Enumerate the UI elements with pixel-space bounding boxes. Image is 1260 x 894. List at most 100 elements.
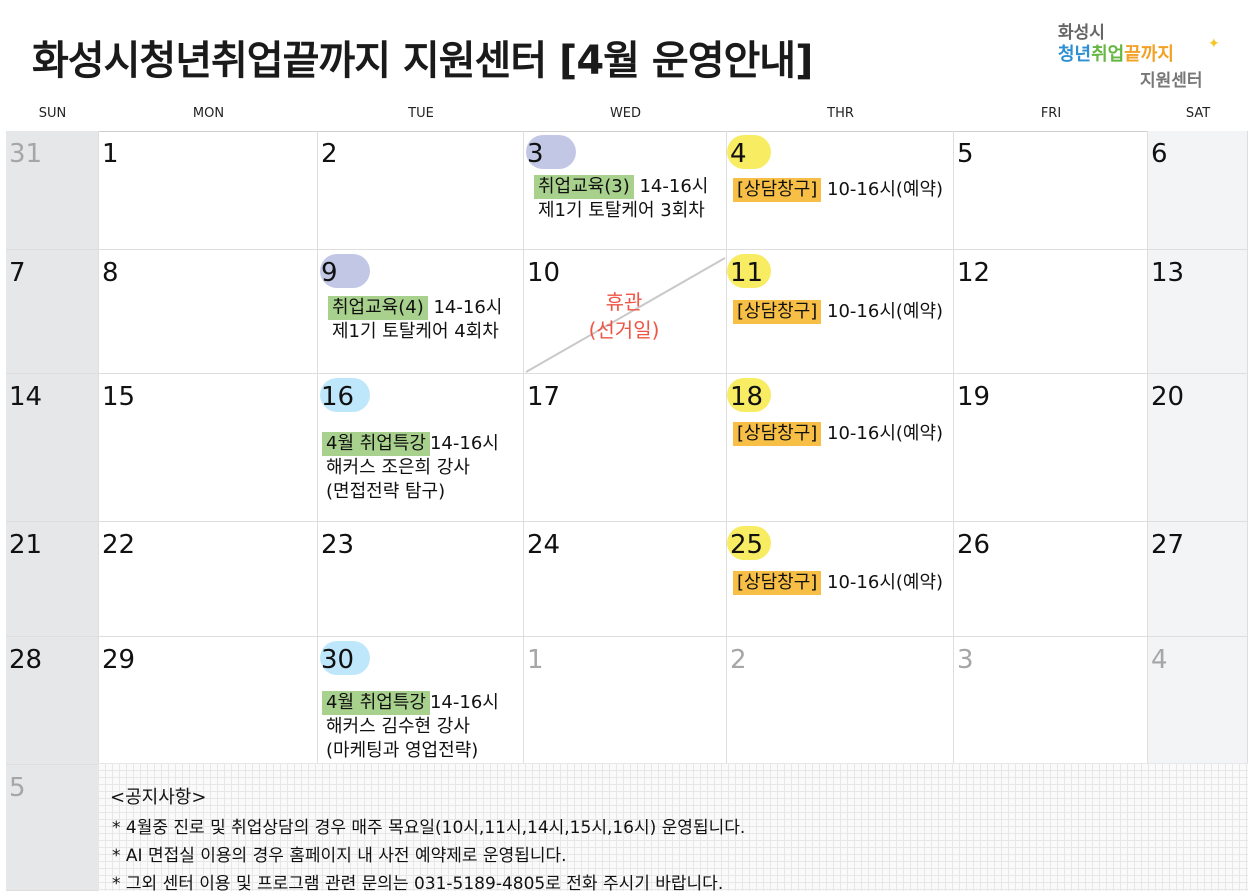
closed-reason: (선거일) (588, 318, 660, 342)
day-cell[interactable]: 20 (1148, 374, 1248, 522)
day-cell[interactable]: 9 취업교육(4) 14-16시 제1기 토탈케어 4회차 (318, 250, 524, 374)
notice-title: <공지사항> (110, 787, 207, 808)
weekday-sat: SAT (1185, 106, 1211, 121)
day-cell[interactable]: 17 (524, 374, 727, 522)
logo-line-3: 지원센터 (1140, 71, 1203, 91)
day-cell[interactable]: 1 (524, 637, 727, 765)
day-number: 11 (730, 258, 764, 288)
day-cell[interactable]: 27 (1148, 522, 1248, 637)
event-special-lecture[interactable]: 4월 취업특강 14-16시 (322, 691, 499, 715)
weekday-thr: THR (827, 106, 854, 121)
event-detail: (면접전략 탐구) (326, 481, 446, 502)
day-cell[interactable]: 4 (1148, 637, 1248, 765)
day-cell[interactable]: 3 취업교육(3) 14-16시 제1기 토탈케어 3회차 (524, 131, 727, 250)
logo-word-1: 청년 (1058, 44, 1092, 65)
day-highlight (727, 254, 771, 288)
day-cell[interactable]: 12 (954, 250, 1148, 374)
notice-line: * 그외 센터 이용 및 프로그램 관련 문의는 031-5189-4805로 … (112, 874, 724, 894)
event-consulting[interactable]: [상담창구] 10-16시(예약) (733, 178, 943, 202)
event-education[interactable]: 취업교육(4) 14-16시 (328, 296, 502, 320)
day-cell[interactable]: 28 (6, 637, 99, 765)
notice-box: <공지사항> * 4월중 진로 및 취업상담의 경우 매주 목요일(10시,11… (98, 763, 1248, 894)
day-cell[interactable]: 10 (524, 250, 727, 374)
day-cell[interactable]: 15 (99, 374, 318, 522)
day-cell[interactable]: 21 (6, 522, 99, 637)
day-number: 5 (957, 139, 974, 169)
day-cell[interactable]: 2 (727, 637, 954, 765)
day-cell[interactable]: 7 (6, 250, 99, 374)
day-number: 22 (102, 530, 136, 560)
event-consulting[interactable]: [상담창구] 10-16시(예약) (733, 571, 943, 595)
event-time: 10-16시(예약) (827, 572, 944, 593)
day-number: 3 (957, 645, 974, 675)
day-number: 1 (527, 645, 544, 675)
day-cell[interactable]: 30 4월 취업특강 14-16시 해커스 김수현 강사 (마케팅과 영업전략) (318, 637, 524, 765)
day-cell[interactable]: 5 (6, 765, 99, 891)
event-detail: 제1기 토탈케어 4회차 (332, 321, 499, 342)
event-time: 14-16시 (429, 433, 499, 454)
day-cell[interactable]: 6 (1148, 131, 1248, 250)
calendar-grid: 31 1 2 3 취업교육(3) 14-16시 제1기 토탈케어 3회차 4 [… (6, 131, 1248, 894)
day-highlight (320, 378, 370, 412)
day-number: 5 (9, 773, 26, 803)
center-logo: 화성시 청년취업끝까지 ✦ 지원센터 (1058, 18, 1220, 91)
event-tag: [상담창구] (733, 571, 822, 595)
day-number: 21 (9, 530, 43, 560)
day-number: 10 (527, 258, 561, 288)
day-number: 27 (1151, 530, 1185, 560)
day-cell[interactable]: 5 (954, 131, 1148, 250)
day-number: 13 (1151, 258, 1185, 288)
notice-line: * AI 면접실 이용의 경우 홈페이지 내 사전 예약제로 운영됩니다. (112, 846, 567, 866)
event-detail: 해커스 김수현 강사 (326, 716, 470, 737)
event-consulting[interactable]: [상담창구] 10-16시(예약) (733, 300, 943, 324)
day-number: 12 (957, 258, 991, 288)
day-number: 23 (321, 530, 355, 560)
day-number: 1 (102, 139, 119, 169)
day-cell[interactable]: 23 (318, 522, 524, 637)
day-number: 14 (9, 382, 43, 412)
day-number: 30 (321, 645, 355, 675)
day-cell[interactable]: 29 (99, 637, 318, 765)
day-cell[interactable]: 24 (524, 522, 727, 637)
weekday-fri: FRI (1040, 106, 1062, 121)
event-special-lecture[interactable]: 4월 취업특강 14-16시 (322, 432, 499, 456)
day-number: 24 (527, 530, 561, 560)
day-cell[interactable]: 2 (318, 131, 524, 250)
day-cell[interactable]: 18 [상담창구] 10-16시(예약) (727, 374, 954, 522)
day-cell[interactable]: 16 4월 취업특강 14-16시 해커스 조은희 강사 (면접전략 탐구) (318, 374, 524, 522)
event-detail: 제1기 토탈케어 3회차 (538, 200, 705, 221)
day-cell[interactable]: 14 (6, 374, 99, 522)
event-consulting[interactable]: [상담창구] 10-16시(예약) (733, 422, 943, 446)
event-time: 14-16시 (433, 297, 503, 318)
weekday-tue: TUE (408, 106, 434, 121)
day-number: 4 (730, 139, 747, 169)
day-cell[interactable]: 26 (954, 522, 1148, 637)
day-number: 26 (957, 530, 991, 560)
day-cell[interactable]: 11 [상담창구] 10-16시(예약) (727, 250, 954, 374)
weekday-wed: WED (609, 106, 642, 121)
day-cell[interactable]: 1 (99, 131, 318, 250)
day-number: 31 (9, 139, 43, 169)
day-cell[interactable]: 3 (954, 637, 1148, 765)
logo-word-2: 취업 (1091, 44, 1125, 65)
day-cell[interactable]: 19 (954, 374, 1148, 522)
day-number: 2 (730, 645, 747, 675)
event-tag: [상담창구] (733, 300, 822, 324)
day-number: 2 (321, 139, 338, 169)
day-cell[interactable]: 4 [상담창구] 10-16시(예약) (727, 131, 954, 250)
day-cell[interactable]: 31 (6, 131, 99, 250)
day-highlight (320, 254, 370, 288)
day-cell[interactable]: 22 (99, 522, 318, 637)
event-tag: 4월 취업특강 (322, 691, 430, 715)
event-time: 10-16시(예약) (827, 179, 944, 200)
event-tag: 취업교육(4) (328, 296, 428, 320)
weekday-mon: MON (192, 106, 225, 121)
logo-line-1: 화성시 (1058, 23, 1105, 43)
day-cell[interactable]: 8 (99, 250, 318, 374)
day-cell[interactable]: 25 [상담창구] 10-16시(예약) (727, 522, 954, 637)
event-time: 10-16시(예약) (827, 423, 944, 444)
event-time: 14-16시 (429, 692, 499, 713)
event-education[interactable]: 취업교육(3) 14-16시 (534, 175, 708, 199)
day-highlight (526, 135, 576, 169)
day-cell[interactable]: 13 (1148, 250, 1248, 374)
